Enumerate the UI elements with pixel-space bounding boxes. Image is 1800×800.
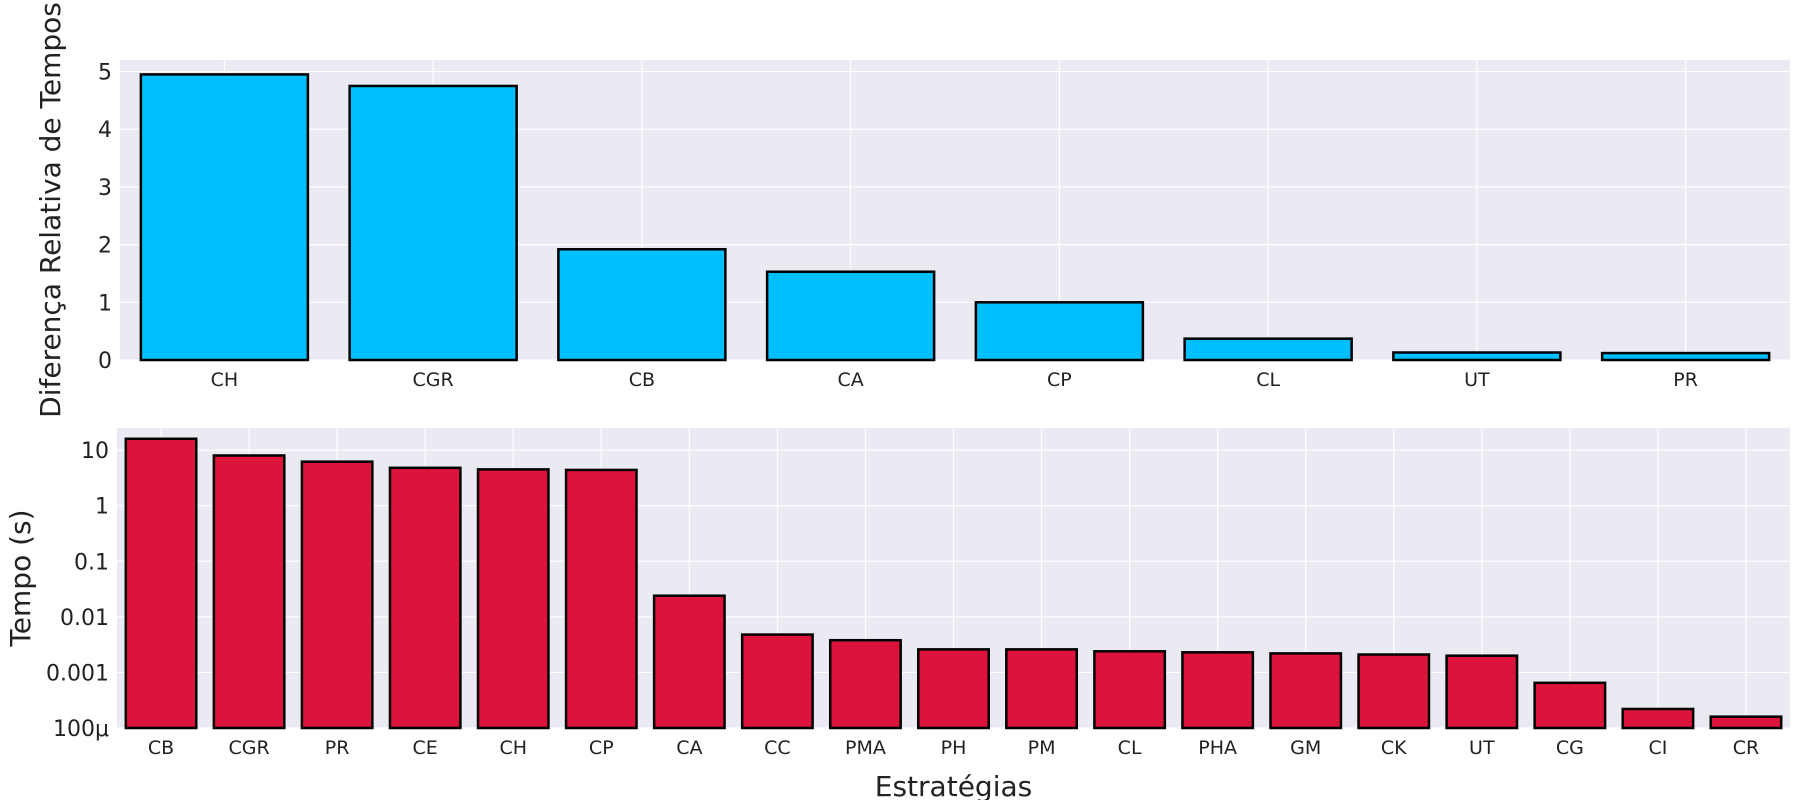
bottom-y-tick-label: 1: [95, 495, 109, 520]
bottom-bar: [388, 466, 462, 730]
top-y-tick-label: 1: [98, 291, 112, 316]
bottom-bar: [300, 460, 374, 730]
bottom-bar: [917, 648, 990, 730]
bottom-bar: [1269, 652, 1343, 730]
bottom-bar: [1005, 648, 1079, 730]
top-y-axis-title: Diferença Relativa de Tempos: [34, 2, 67, 418]
top-bar: [139, 73, 310, 362]
bottom-x-tick-label: CG: [1556, 737, 1584, 759]
bottom-y-tick-label: 0.1: [74, 550, 109, 575]
top-bar: [1183, 337, 1353, 362]
bottom-bar: [1357, 653, 1431, 730]
bottom-bar: [476, 468, 550, 730]
top-bar: [1600, 351, 1771, 362]
bottom-x-tick-label: CK: [1381, 737, 1407, 759]
bottom-bar: [740, 633, 814, 730]
bottom-bar: [1533, 681, 1607, 730]
bottom-bar: [1181, 651, 1255, 730]
bottom-y-tick-label: 0.001: [46, 661, 109, 686]
top-bar-chart: 0 1 2 3 4 5 CH CGR CB CA CP CL UT PR Diferença Relativ…: [34, 2, 1790, 418]
bottom-bar: [1621, 707, 1695, 730]
top-y-tick-label: 4: [98, 118, 112, 143]
bottom-x-tick-label: GM: [1290, 737, 1321, 759]
top-bar: [1392, 351, 1562, 362]
bottom-x-tick-label: PR: [325, 737, 350, 759]
bottom-y-tick-label: 0.01: [60, 606, 109, 631]
bottom-y-tick-label: 100μ: [53, 717, 109, 742]
bottom-x-tick-label: CE: [413, 737, 438, 759]
bottom-x-tick-label: CC: [764, 737, 791, 759]
bottom-y-tick-label: 10: [81, 439, 109, 464]
bottom-x-tick-label: PHA: [1198, 737, 1237, 759]
bottom-bar: [124, 437, 198, 730]
bottom-y-axis-title: Tempo (s): [4, 509, 37, 647]
bottom-bar: [564, 468, 638, 730]
top-x-tick-label: CA: [837, 369, 863, 391]
bottom-bar: [652, 594, 726, 730]
bottom-bar: [1445, 654, 1519, 730]
top-x-tick-label: CP: [1047, 369, 1072, 391]
bottom-bar: [1093, 650, 1167, 730]
top-x-tick-label: UT: [1464, 369, 1490, 391]
top-x-tick-label: PR: [1673, 369, 1698, 391]
bottom-x-tick-label: CGR: [228, 737, 269, 759]
top-bar: [348, 84, 518, 362]
bottom-bar: [1709, 715, 1783, 730]
bottom-x-tick-label: CA: [676, 737, 702, 759]
bottom-x-axis-title: Estratégias: [875, 770, 1032, 800]
top-bar: [765, 270, 936, 362]
bottom-x-tick-label: CP: [589, 737, 614, 759]
top-x-tick-label: CB: [629, 369, 655, 391]
bottom-x-tick-label: PMA: [845, 737, 886, 759]
top-x-tick-label: CL: [1256, 369, 1280, 391]
bottom-x-tick-label: CH: [499, 737, 527, 759]
bottom-x-tick-label: PH: [941, 737, 967, 759]
bottom-x-tick-label: CI: [1648, 737, 1667, 759]
bottom-bar-chart: 100μ 0.001 0.01 0.1 1 10 CB CGR PR CE CH CP CA CC PMA P…: [4, 428, 1790, 800]
bottom-x-tick-label: CB: [148, 737, 174, 759]
top-y-tick-label: 5: [98, 61, 112, 86]
bottom-x-tick-label: PM: [1028, 737, 1056, 759]
top-y-tick-label: 3: [98, 176, 112, 201]
bottom-bar: [828, 638, 902, 730]
top-y-tick-label: 0: [98, 349, 112, 374]
top-bar: [974, 301, 1145, 362]
top-y-tick-label: 2: [98, 234, 112, 259]
top-bar: [557, 247, 727, 362]
bottom-x-tick-label: CR: [1733, 737, 1759, 759]
bottom-x-tick-label: UT: [1469, 737, 1495, 759]
top-x-tick-label: CH: [211, 369, 239, 391]
bottom-bar: [212, 454, 286, 730]
bottom-x-tick-label: CL: [1118, 737, 1142, 759]
top-x-tick-label: CGR: [413, 369, 454, 391]
